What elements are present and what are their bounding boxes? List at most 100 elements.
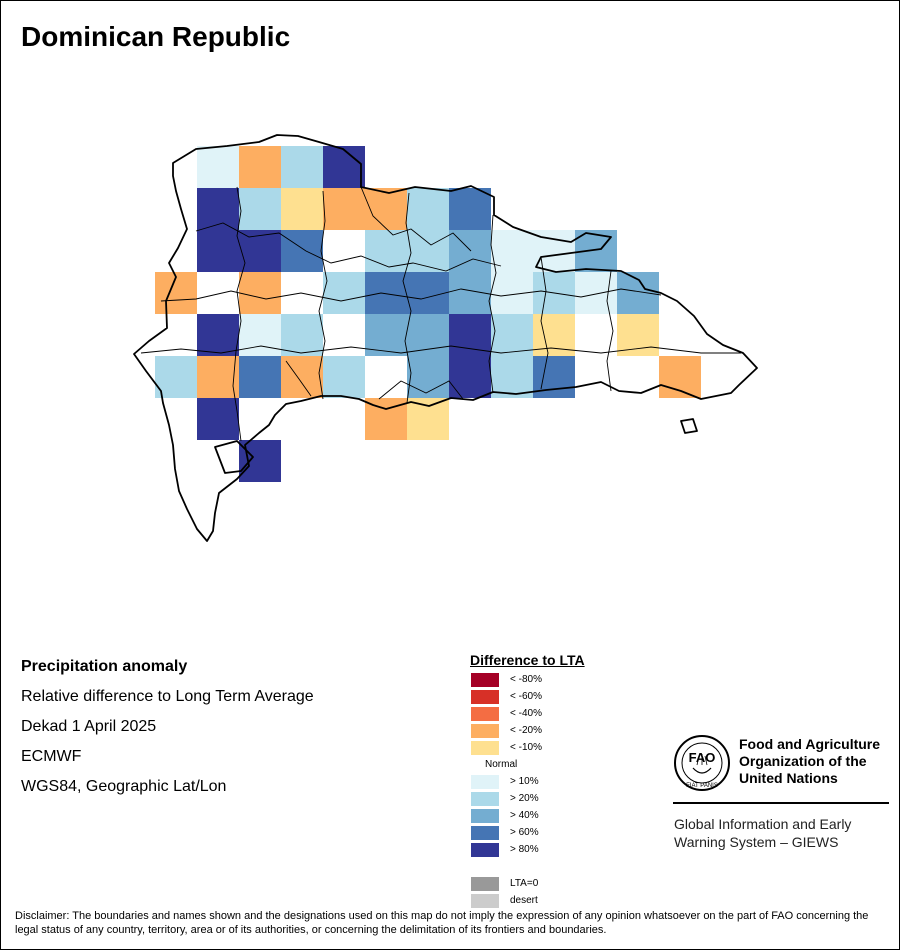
legend-swatch bbox=[471, 877, 499, 891]
legend: Difference to LTA < -80% < -60% < -40% < -2… bbox=[470, 652, 585, 910]
fao-name: Food and Agriculture Organization of the… bbox=[739, 736, 889, 787]
anomaly-cell bbox=[323, 272, 365, 314]
anomaly-cell bbox=[281, 230, 323, 272]
legend-label: > 80% bbox=[510, 844, 539, 855]
legend-item: desert bbox=[470, 893, 585, 910]
legend-swatch bbox=[471, 690, 499, 704]
legend-swatch bbox=[471, 792, 499, 806]
fao-divider bbox=[673, 802, 889, 804]
legend-swatch bbox=[471, 894, 499, 908]
anomaly-cell bbox=[449, 356, 491, 398]
fao-logo-icon: FAO FIAT PANIS bbox=[674, 735, 730, 791]
anomaly-cell bbox=[407, 230, 449, 272]
anomaly-cell bbox=[281, 146, 323, 188]
anomaly-cell bbox=[197, 398, 239, 440]
legend-item: > 10% bbox=[470, 774, 585, 791]
fao-name-line-1: Food and Agriculture bbox=[739, 736, 881, 752]
anomaly-cell bbox=[617, 314, 659, 356]
anomaly-cell bbox=[365, 272, 407, 314]
anomaly-cell bbox=[659, 356, 701, 398]
anomaly-cell bbox=[323, 146, 365, 188]
anomaly-cell bbox=[239, 188, 281, 230]
giews-name: Global Information and Early Warning Sys… bbox=[674, 815, 889, 851]
legend-item: > 40% bbox=[470, 808, 585, 825]
province-boundaries bbox=[140, 186, 741, 442]
anomaly-cell bbox=[239, 356, 281, 398]
info-line-4: WGS84, Geographic Lat/Lon bbox=[21, 778, 227, 795]
giews-line-1: Global Information and Early bbox=[674, 816, 852, 832]
legend-swatch bbox=[471, 673, 499, 687]
legend-label: LTA=0 bbox=[510, 878, 539, 889]
legend-item: Normal bbox=[470, 757, 585, 774]
anomaly-cell bbox=[365, 314, 407, 356]
anomaly-cell bbox=[407, 314, 449, 356]
anomaly-cell bbox=[407, 398, 449, 440]
anomaly-cell bbox=[239, 230, 281, 272]
legend-label: > 40% bbox=[510, 810, 539, 821]
legend-item: < -80% bbox=[470, 672, 585, 689]
anomaly-cell bbox=[365, 188, 407, 230]
country-outline bbox=[133, 134, 758, 542]
anomaly-cell bbox=[197, 146, 239, 188]
legend-item bbox=[470, 859, 585, 876]
anomaly-cell bbox=[197, 314, 239, 356]
map-info: Precipitation anomaly Relative differenc… bbox=[21, 657, 314, 807]
anomaly-cell bbox=[197, 356, 239, 398]
anomaly-cell bbox=[239, 272, 281, 314]
anomaly-cell bbox=[197, 230, 239, 272]
anomaly-cell bbox=[449, 314, 491, 356]
info-line-3: ECMWF bbox=[21, 748, 82, 765]
legend-item: < -20% bbox=[470, 723, 585, 740]
legend-swatch bbox=[471, 724, 499, 738]
legend-label: > 10% bbox=[510, 776, 539, 787]
legend-label: > 60% bbox=[510, 827, 539, 838]
fao-name-line-3: United Nations bbox=[739, 770, 838, 786]
info-heading: Precipitation anomaly bbox=[21, 658, 188, 675]
legend-items: < -80% < -60% < -40% < -20% < -10% Normal > 10… bbox=[470, 672, 585, 910]
legend-label: Normal bbox=[485, 759, 518, 770]
legend-label: < -10% bbox=[510, 742, 542, 753]
anomaly-cell bbox=[323, 188, 365, 230]
anomaly-grid bbox=[155, 146, 701, 482]
legend-swatch bbox=[471, 843, 499, 857]
legend-item: > 80% bbox=[470, 842, 585, 859]
legend-swatch bbox=[471, 707, 499, 721]
legend-label: < -80% bbox=[510, 674, 542, 685]
legend-label: < -40% bbox=[510, 708, 542, 719]
anomaly-cell bbox=[407, 188, 449, 230]
anomaly-cell bbox=[239, 314, 281, 356]
legend-swatch bbox=[471, 775, 499, 789]
anomaly-cell bbox=[155, 356, 197, 398]
anomaly-cell bbox=[323, 356, 365, 398]
info-line-2: Dekad 1 April 2025 bbox=[21, 718, 157, 735]
precipitation-map bbox=[133, 134, 758, 542]
anomaly-cell bbox=[491, 356, 533, 398]
legend-item: LTA=0 bbox=[470, 876, 585, 893]
legend-label: < -20% bbox=[510, 725, 542, 736]
fao-logo-motto: FIAT PANIS bbox=[686, 783, 718, 789]
anomaly-cell bbox=[491, 230, 533, 272]
legend-label: desert bbox=[510, 895, 538, 906]
anomaly-cell bbox=[617, 272, 659, 314]
legend-item: > 20% bbox=[470, 791, 585, 808]
anomaly-cell bbox=[449, 230, 491, 272]
disclaimer: Disclaimer: The boundaries and names sho… bbox=[15, 910, 869, 936]
legend-swatch bbox=[471, 741, 499, 755]
fao-name-line-2: Organization of the bbox=[739, 753, 867, 769]
legend-label: > 20% bbox=[510, 793, 539, 804]
legend-item: < -60% bbox=[470, 689, 585, 706]
anomaly-cell bbox=[197, 188, 239, 230]
giews-line-2: Warning System – GIEWS bbox=[674, 834, 839, 850]
anomaly-cell bbox=[407, 356, 449, 398]
anomaly-cell bbox=[281, 188, 323, 230]
legend-label: < -60% bbox=[510, 691, 542, 702]
anomaly-cell bbox=[407, 272, 449, 314]
map-title: Dominican Republic bbox=[21, 21, 291, 52]
anomaly-cell bbox=[449, 188, 491, 230]
anomaly-cell bbox=[239, 146, 281, 188]
legend-item: < -10% bbox=[470, 740, 585, 757]
anomaly-cell bbox=[575, 272, 617, 314]
legend-swatch bbox=[471, 826, 499, 840]
legend-title: Difference to LTA bbox=[470, 652, 585, 668]
